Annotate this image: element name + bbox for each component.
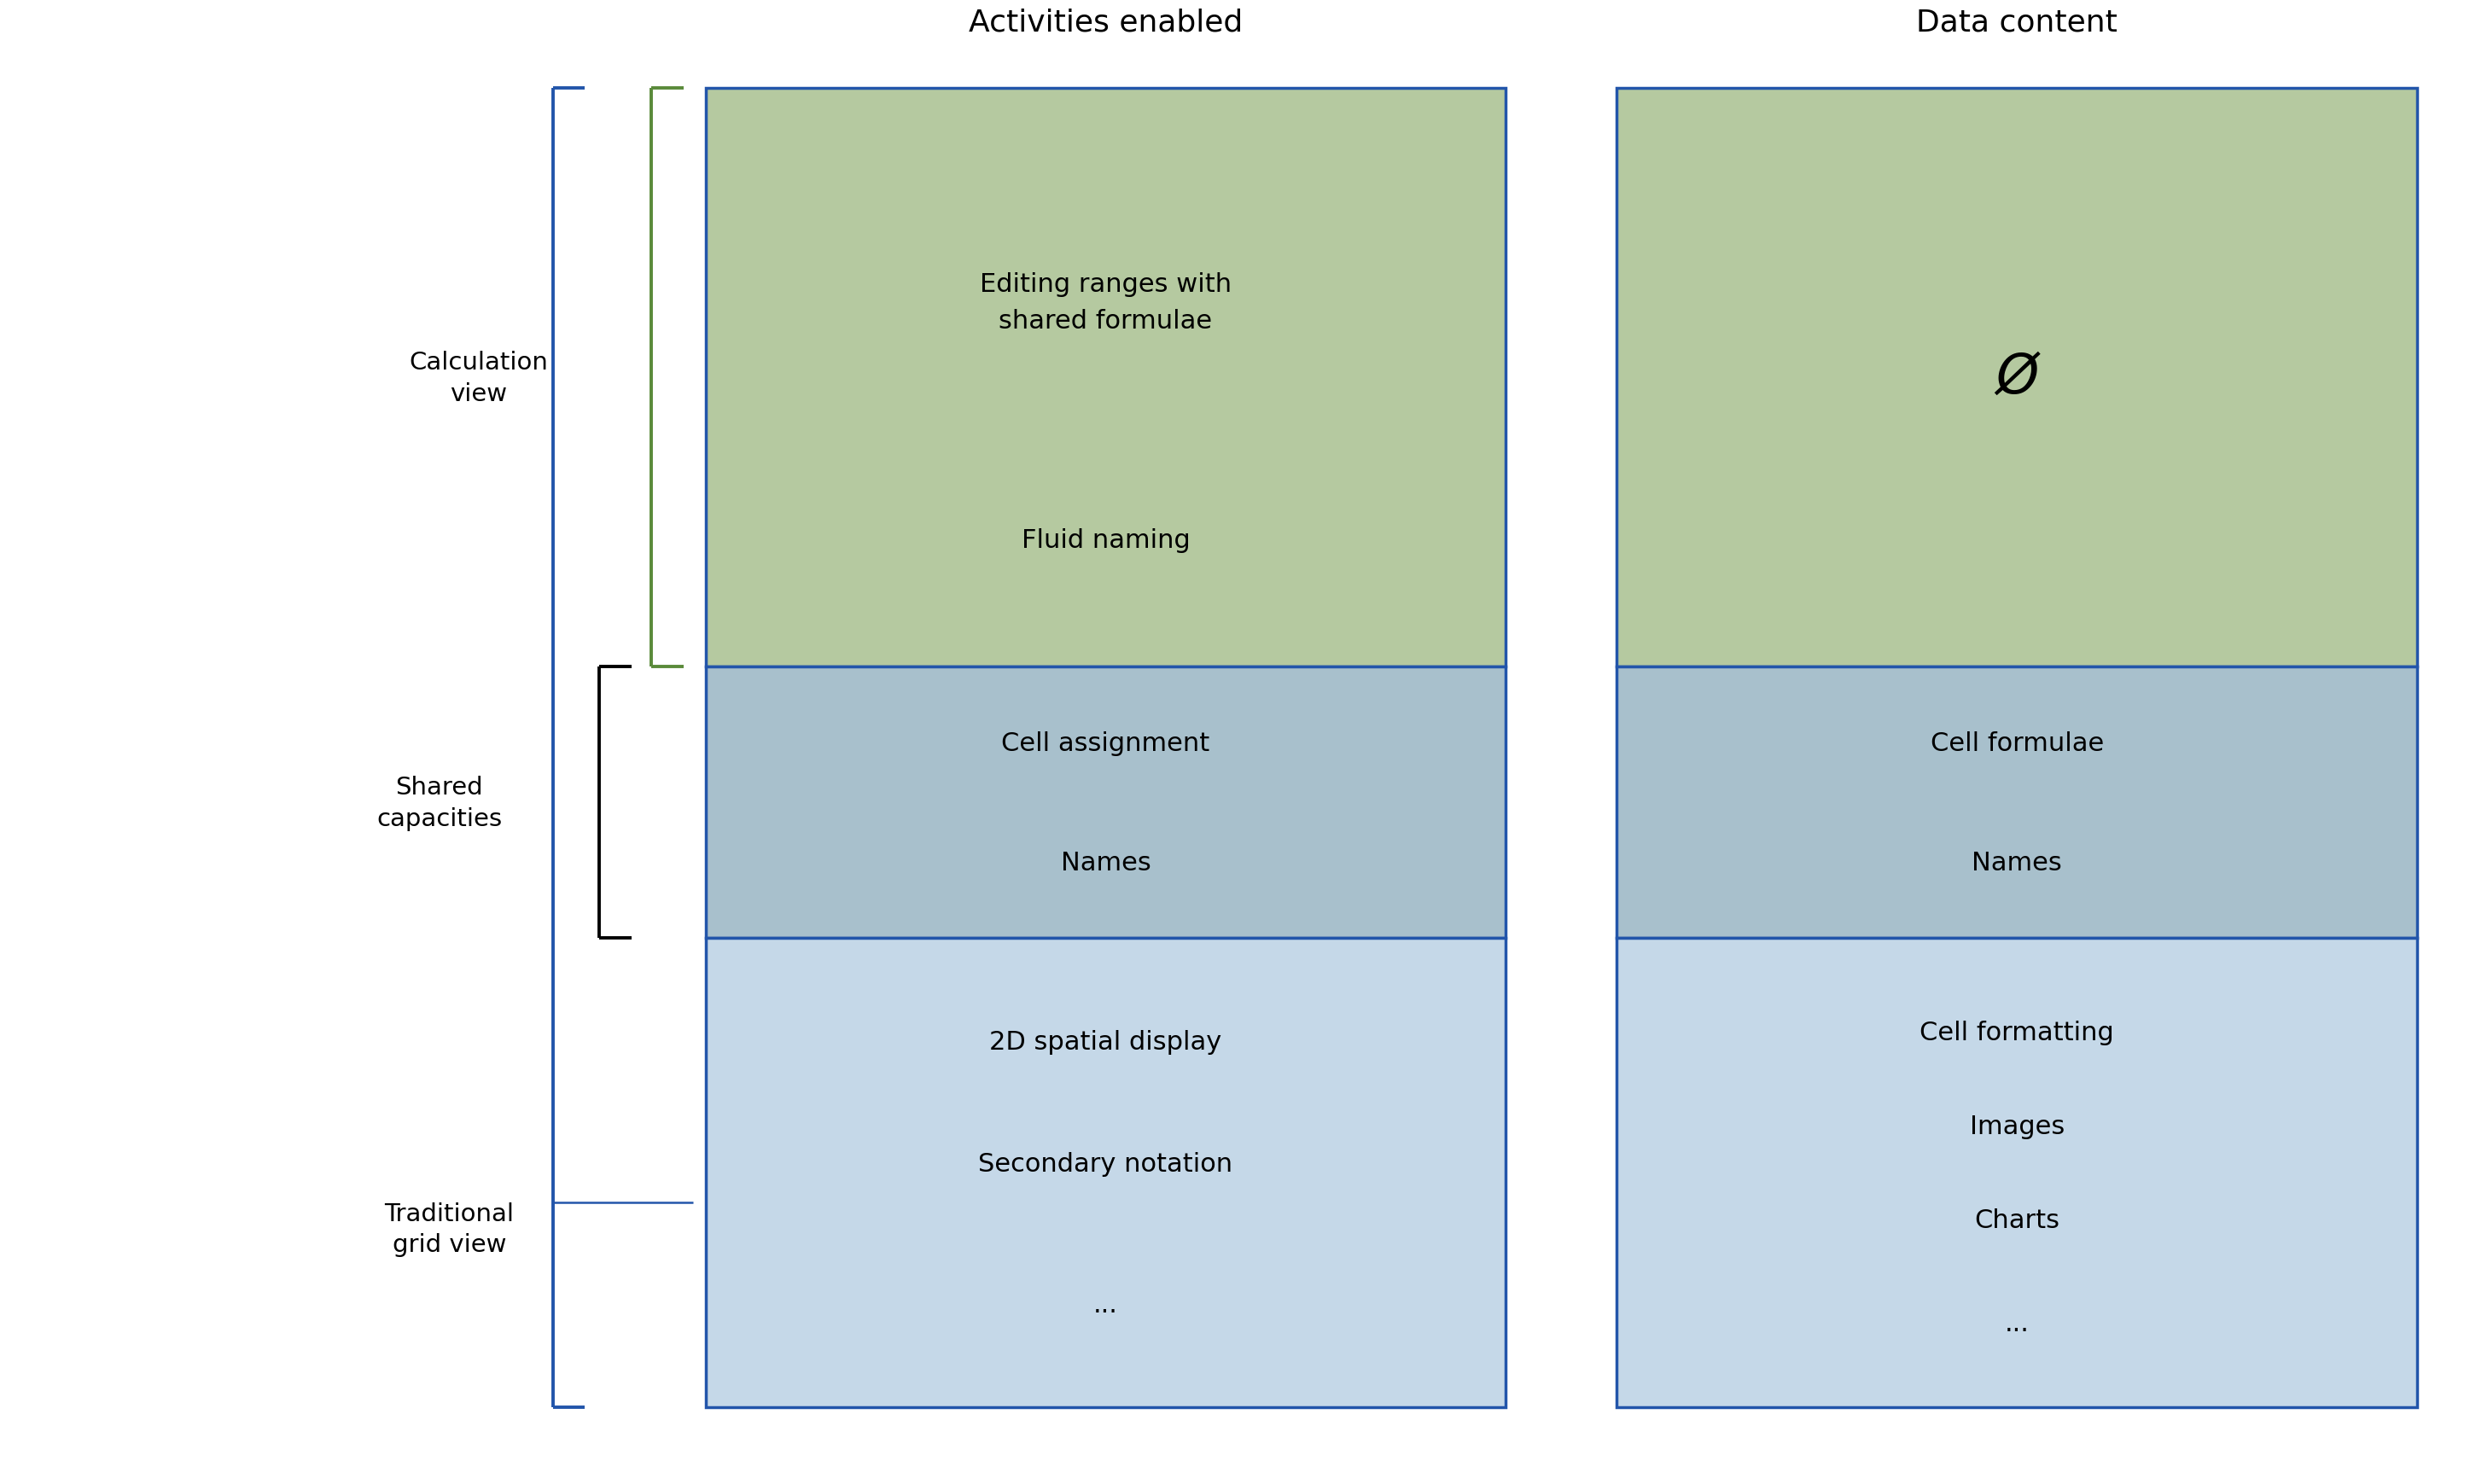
Text: Names: Names (1060, 850, 1151, 876)
Bar (1618, 668, 2418, 938)
Text: 2D spatial display: 2D spatial display (990, 1030, 1223, 1054)
Text: ...: ... (2006, 1310, 2030, 1336)
Bar (1618, 938, 2418, 1407)
Text: Activities enabled: Activities enabled (968, 9, 1242, 37)
Text: Shared
capacities: Shared capacities (378, 775, 501, 831)
Text: Calculation
view: Calculation view (410, 350, 548, 405)
Bar (706, 938, 1507, 1407)
Text: Names: Names (1971, 850, 2062, 876)
Text: Editing ranges with
shared formulae: Editing ranges with shared formulae (981, 272, 1233, 334)
Text: Cell formatting: Cell formatting (1919, 1020, 2114, 1045)
Bar (706, 668, 1507, 938)
Text: Fluid naming: Fluid naming (1020, 528, 1191, 552)
Text: Cell formulae: Cell formulae (1929, 732, 2104, 755)
Text: Traditional
grid view: Traditional grid view (385, 1202, 514, 1257)
Text: Secondary notation: Secondary notation (978, 1152, 1233, 1175)
Text: Images: Images (1969, 1113, 2065, 1138)
Text: Cell assignment: Cell assignment (1000, 732, 1210, 755)
Bar (1618, 89, 2418, 668)
Text: Data content: Data content (1917, 9, 2117, 37)
Text: Charts: Charts (1974, 1208, 2060, 1232)
Text: Ø: Ø (1996, 352, 2038, 405)
Text: ...: ... (1094, 1291, 1119, 1316)
Bar (706, 89, 1507, 668)
